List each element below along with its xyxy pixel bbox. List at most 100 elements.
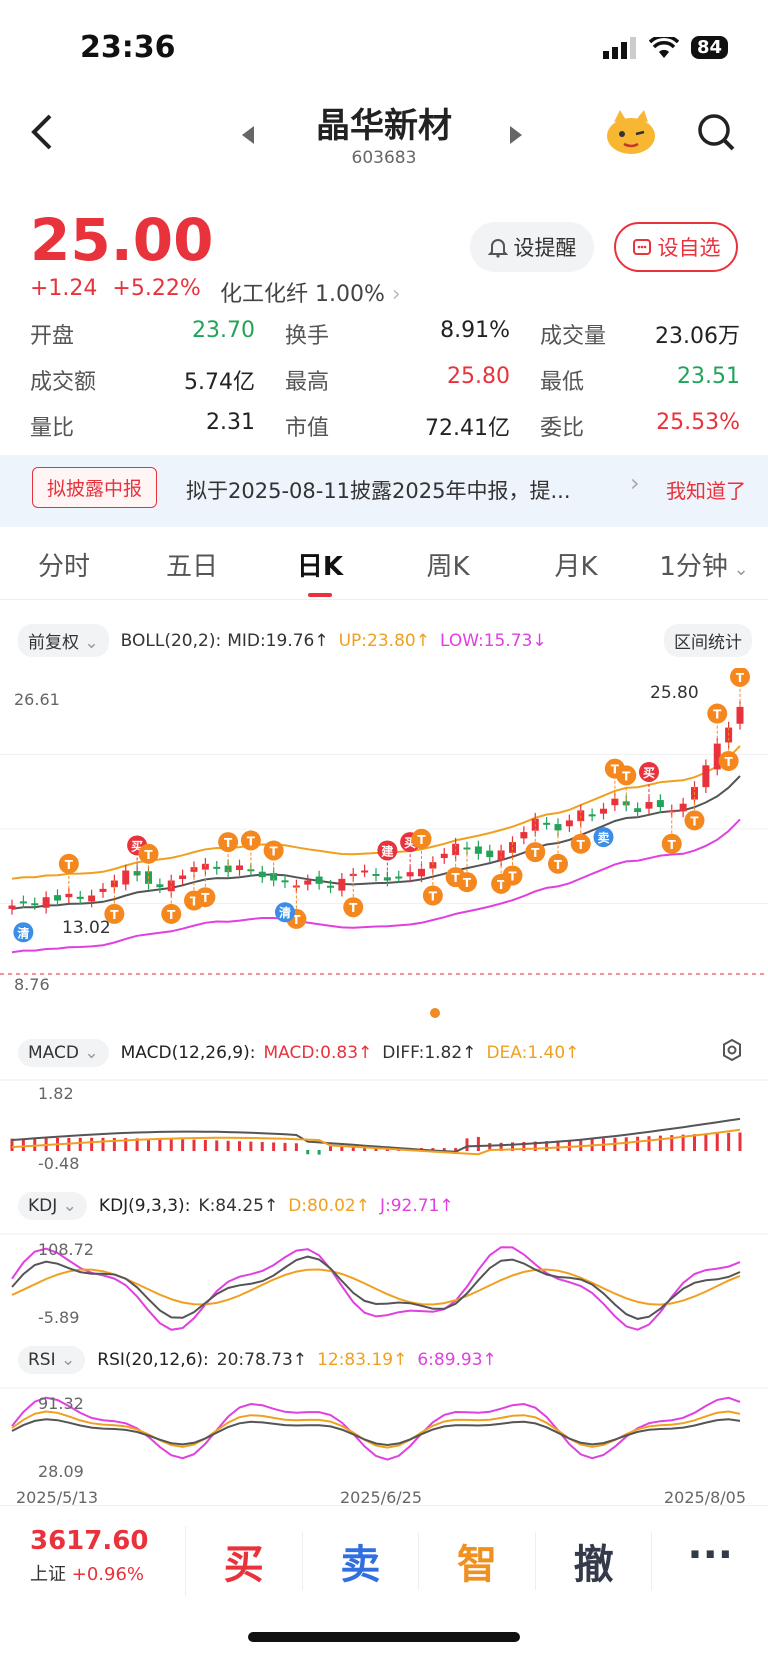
- trade-marker: [457, 872, 477, 893]
- macd-chart[interactable]: [0, 1078, 768, 1178]
- tab-5[interactable]: 1分钟 ⌄: [640, 546, 768, 583]
- date-start: 2025/5/13: [16, 1488, 99, 1507]
- range-stats-button[interactable]: 区间统计: [664, 624, 752, 657]
- action-button-0[interactable]: 买: [186, 1531, 303, 1590]
- trade-marker: [161, 903, 182, 924]
- add-watchlist-button[interactable]: 设自选: [614, 222, 738, 272]
- trade-marker: [616, 765, 637, 786]
- page-indicator-dot: [430, 1008, 440, 1018]
- mascot-icon: [607, 110, 655, 154]
- index-ticker[interactable]: 3617.60 上证 +0.96%: [0, 1525, 186, 1596]
- next-stock-button[interactable]: [508, 124, 524, 151]
- sector-link[interactable]: 化工化纤 1.00% ›: [220, 276, 401, 308]
- action-button-2[interactable]: 智: [419, 1531, 536, 1590]
- stat-value: 72.41亿: [425, 416, 510, 441]
- tab-4[interactable]: 月K: [512, 546, 640, 583]
- macd-name: MACD(12,26,9):: [120, 1042, 256, 1063]
- stat-value: 23.06万: [655, 324, 740, 349]
- trade-marker: [195, 887, 216, 908]
- prev-stock-button[interactable]: [240, 124, 256, 151]
- macd-bar: [488, 1143, 492, 1151]
- trade-marker-label: T: [497, 878, 506, 892]
- trade-marker: [548, 853, 568, 874]
- kdj-ymax: 108.72: [38, 1240, 94, 1259]
- macd-bar: [693, 1134, 696, 1151]
- candle-body: [88, 895, 96, 902]
- macd-bar: [670, 1135, 674, 1151]
- kdj-dropdown[interactable]: KDJ ⌄: [18, 1192, 87, 1220]
- kdj-j: J:92.71↑: [379, 1196, 454, 1216]
- rsi-ymax: 91.32: [38, 1394, 84, 1413]
- search-button[interactable]: [696, 112, 736, 156]
- tab-1[interactable]: 五日: [128, 546, 256, 583]
- kdj-ymin: -5.89: [38, 1308, 80, 1327]
- action-button-3[interactable]: 撤: [536, 1531, 653, 1590]
- chevron-down-icon: ⌄: [84, 633, 99, 653]
- trade-marker-label: T: [668, 838, 677, 852]
- disclosure-tag: 拟披露中报: [32, 467, 158, 508]
- trade-marker: [275, 902, 295, 923]
- stat-value: 25.53%: [656, 410, 740, 435]
- macd-bar: [658, 1135, 662, 1151]
- candle-body: [31, 903, 39, 906]
- kdj-j-line: [11, 1246, 741, 1331]
- macd-bar: [33, 1138, 37, 1151]
- macd-row: MACD ⌄ MACD(12,26,9): MACD:0.83↑ DIFF:1.…: [0, 1038, 768, 1067]
- boll-mid-line: [11, 775, 741, 910]
- rsi-row: RSI ⌄ RSI(20,12,6): 20:78.73↑ 12:83.19↑ …: [0, 1346, 768, 1374]
- rsi-chip-label: RSI: [28, 1350, 56, 1370]
- rsi-chart[interactable]: [0, 1386, 768, 1486]
- macd-bar: [78, 1137, 82, 1151]
- rsi-20: 20:78.73↑: [216, 1350, 308, 1370]
- candle-body: [315, 876, 323, 884]
- tab-2[interactable]: 日K: [256, 546, 384, 597]
- trade-marker: [104, 903, 125, 924]
- boll-name: BOLL(20,2):: [120, 630, 222, 651]
- trade-marker-label: T: [110, 908, 119, 922]
- macd-bar: [374, 1147, 378, 1151]
- disclosure-banner[interactable]: 拟披露中报 拟于2025-08-11披露2025年中报，提... › 我知道了: [0, 455, 768, 527]
- set-alert-button[interactable]: 设提醒: [470, 222, 594, 272]
- stat-item: 委比 25.53%: [540, 410, 740, 442]
- boll-low: LOW:15.73↓: [439, 630, 547, 651]
- trade-marker: [411, 828, 432, 849]
- index-value: 3617.60: [30, 1525, 149, 1556]
- adjust-mode-dropdown[interactable]: 前复权 ⌄: [18, 624, 109, 657]
- macd-dropdown[interactable]: MACD ⌄: [18, 1038, 109, 1067]
- trade-marker-label: 买: [643, 766, 655, 780]
- boll-up-line: [11, 745, 741, 880]
- back-button[interactable]: [28, 112, 54, 163]
- macd-ymin: -0.48: [38, 1154, 80, 1173]
- macd-dea: DEA:1.40↑: [486, 1042, 580, 1063]
- current-price: 25.00: [30, 206, 214, 274]
- rsi-name: RSI(20,12,6):: [97, 1350, 209, 1370]
- trade-marker-label: T: [690, 814, 699, 828]
- candle-body: [418, 868, 425, 877]
- rsi-dropdown[interactable]: RSI ⌄: [18, 1346, 86, 1374]
- rsi-6-line: [11, 1396, 741, 1461]
- trade-marker: [718, 750, 739, 771]
- dismiss-button[interactable]: 我知道了: [666, 479, 746, 503]
- action-button-1[interactable]: 卖: [303, 1531, 420, 1590]
- watchlist-icon: [632, 239, 651, 255]
- tab-0[interactable]: 分时: [0, 546, 128, 583]
- candle-body: [429, 862, 437, 869]
- settings-button[interactable]: [720, 1038, 744, 1067]
- mascot-button[interactable]: [604, 108, 658, 160]
- trade-marker-label: T: [292, 913, 301, 927]
- candle-body: [520, 832, 528, 839]
- candle-body: [224, 865, 232, 873]
- candle-body: [76, 896, 84, 899]
- candle-body: [361, 870, 369, 873]
- kdj-d-line: [11, 1268, 741, 1306]
- tab-3[interactable]: 周K: [384, 546, 512, 583]
- kdj-chart[interactable]: [0, 1232, 768, 1332]
- candle-body: [42, 897, 50, 908]
- trade-marker-label: 建: [380, 843, 394, 858]
- trade-marker-label: T: [622, 769, 631, 783]
- action-button-4[interactable]: ···: [687, 1531, 733, 1578]
- stat-label: 换手: [285, 324, 330, 349]
- stock-code: 603683: [351, 148, 417, 168]
- tab-label: 月K: [554, 552, 598, 582]
